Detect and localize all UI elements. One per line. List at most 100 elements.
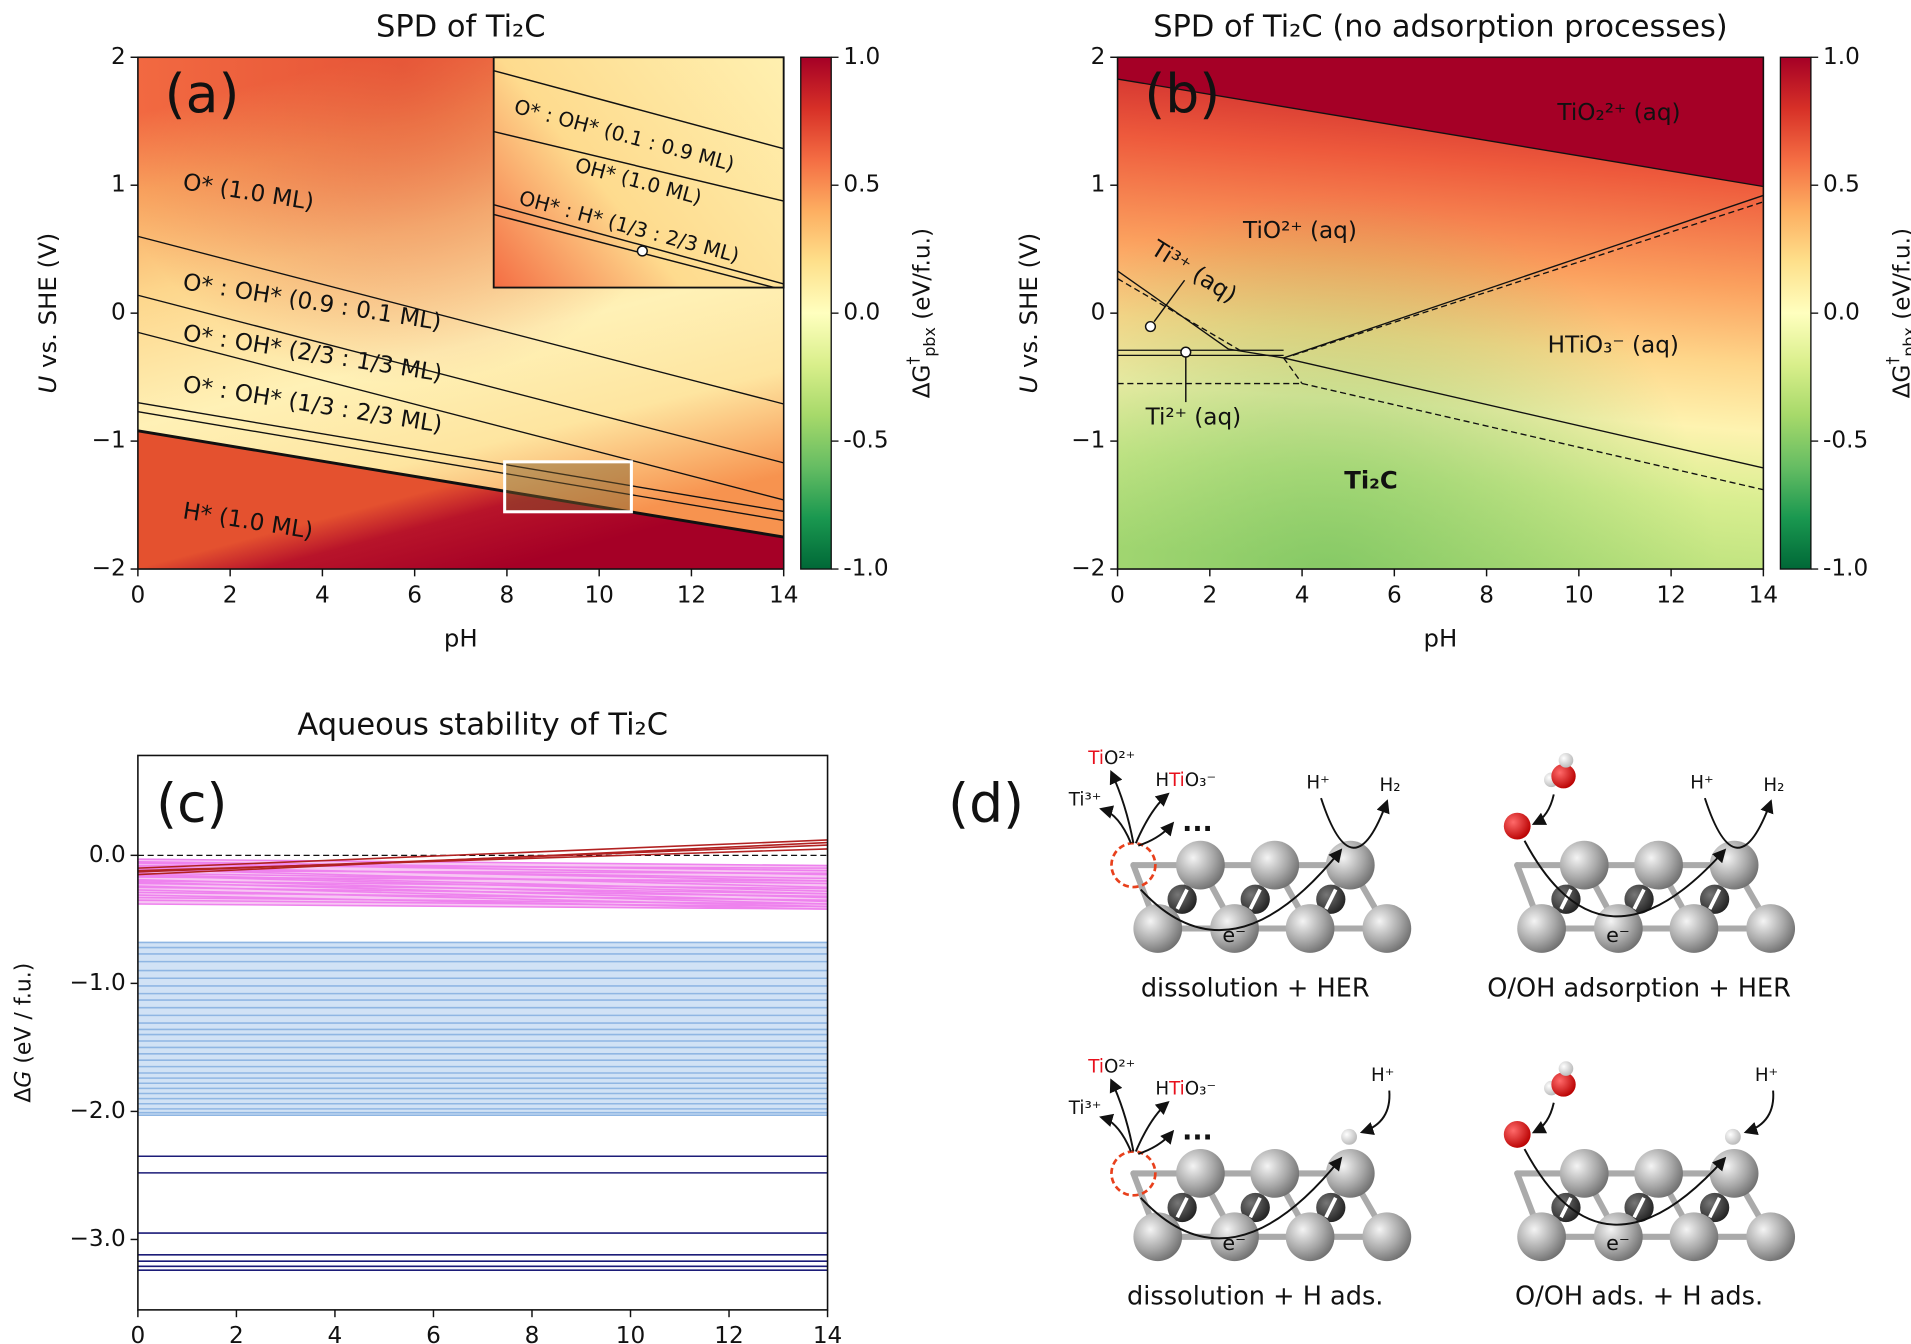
colorbar bbox=[1779, 56, 1812, 570]
stability-line bbox=[137, 839, 828, 869]
oxygen-atom bbox=[1503, 1121, 1531, 1148]
her-arrow bbox=[1320, 797, 1390, 849]
x-tick-label: 10 bbox=[1564, 582, 1593, 608]
metal-atom bbox=[1285, 1212, 1335, 1262]
x-tick-label: 12 bbox=[1656, 582, 1685, 608]
panel-c-axes: 0 2 4 6 8 10 12 14 −3.0 −2.0 −1.0 0.0 Aqueous stabil… bbox=[12, 708, 843, 1344]
x-tick-label: 10 bbox=[616, 1323, 645, 1344]
phase-boundary bbox=[1117, 278, 1243, 353]
metal-atom bbox=[1133, 1212, 1183, 1262]
region-label: TiO²⁺ (aq) bbox=[1242, 218, 1357, 244]
y-tick-label: 0 bbox=[1091, 300, 1106, 326]
pointer-dot bbox=[1144, 320, 1157, 333]
species-label: TiO²⁺ bbox=[1087, 1056, 1135, 1077]
inset-line bbox=[493, 69, 784, 150]
metal-atom bbox=[1634, 1149, 1683, 1198]
carbon-stripe bbox=[1708, 1196, 1722, 1219]
chart-title: SPD of Ti₂C (no adsorption processes) bbox=[1153, 10, 1728, 45]
y-tick-label: −2 bbox=[92, 556, 126, 582]
carbon-stripe bbox=[1175, 888, 1189, 910]
dissolution-arrow bbox=[1099, 805, 1132, 844]
x-tick-label: 12 bbox=[714, 1323, 743, 1344]
species-label: Ti³⁺ bbox=[1068, 790, 1102, 811]
metal-atom bbox=[1133, 904, 1183, 953]
chart-title: Aqueous stability of Ti₂C bbox=[297, 708, 668, 743]
species-part: H bbox=[1155, 770, 1169, 791]
y-tick-label: −2 bbox=[1071, 556, 1105, 582]
x-tick-label: 6 bbox=[1387, 582, 1402, 608]
inset-line bbox=[493, 130, 784, 202]
species-part: Ti bbox=[1168, 1078, 1185, 1099]
phase-boundary bbox=[137, 411, 784, 522]
species-label: HTiO₃⁻ bbox=[1155, 770, 1216, 791]
metal-atom bbox=[1325, 1149, 1375, 1198]
stability-line bbox=[137, 894, 828, 910]
stability-line bbox=[137, 848, 828, 872]
metal-atom bbox=[1250, 840, 1300, 890]
x-tick-label: 12 bbox=[677, 582, 706, 608]
metal-atom bbox=[1669, 1212, 1719, 1262]
phase-boundary bbox=[1283, 357, 1303, 384]
electron-arrow bbox=[1523, 1148, 1727, 1226]
panel-b-background bbox=[1117, 57, 1764, 570]
metal-atom bbox=[1559, 840, 1609, 890]
carbon-stripe bbox=[1559, 888, 1573, 910]
colorbar-label-part: (eV/f.u.) bbox=[909, 228, 935, 327]
carbon-stripe bbox=[1324, 888, 1338, 910]
x-tick-label: 2 bbox=[1202, 582, 1217, 608]
x-tick-label: 2 bbox=[229, 1323, 244, 1344]
x-tick-label: 2 bbox=[223, 582, 238, 608]
colorbar bbox=[800, 56, 832, 570]
species-part: H bbox=[1155, 1078, 1169, 1099]
metal-atom bbox=[1517, 904, 1566, 953]
x-tick-label: 4 bbox=[315, 582, 330, 608]
species-label: H⁺ bbox=[1306, 772, 1329, 793]
species-label: H⁺ bbox=[1690, 772, 1713, 793]
stability-line bbox=[137, 882, 828, 895]
panel-label: (d) bbox=[948, 771, 1024, 834]
inset-line bbox=[493, 204, 784, 285]
stability-line bbox=[137, 899, 828, 908]
metal-atom bbox=[1362, 1212, 1412, 1262]
y-tick-label: 1 bbox=[111, 172, 126, 198]
h-adsorption-arrow bbox=[1359, 1090, 1391, 1135]
panel-b-pointers bbox=[1144, 279, 1192, 403]
y-axis-label-part: U bbox=[1014, 376, 1043, 394]
carbon-stripe bbox=[1324, 1196, 1338, 1219]
chart-title: SPD of Ti₂C bbox=[376, 10, 545, 45]
plot-frame bbox=[137, 754, 829, 1311]
metal-atom bbox=[1634, 840, 1683, 890]
y-axis-label-part: vs. SHE (V) bbox=[33, 233, 62, 376]
region-fill bbox=[137, 430, 784, 570]
species-label: ... bbox=[1182, 1115, 1213, 1146]
x-tick-label: 0 bbox=[1110, 582, 1125, 608]
y-tick-label: 1 bbox=[1091, 172, 1106, 198]
y-axis-label: ΔG (eV / f.u.) bbox=[12, 963, 37, 1103]
phase-boundary bbox=[1117, 78, 1764, 188]
oxygen-atom bbox=[1503, 812, 1531, 840]
colorbar-label-part: † bbox=[902, 357, 921, 365]
x-tick-label: 10 bbox=[584, 582, 613, 608]
stability-line bbox=[137, 880, 828, 890]
species-part: O₃⁻ bbox=[1185, 1078, 1216, 1099]
species-label: H⁺ bbox=[1371, 1065, 1394, 1086]
y-tick-label: 0.0 bbox=[89, 842, 126, 868]
y-axis-label-part: Δ bbox=[12, 1088, 37, 1103]
stability-line bbox=[137, 903, 828, 910]
metal-atom bbox=[1176, 840, 1225, 890]
panel-label: (c) bbox=[156, 771, 227, 834]
species-part: Ti bbox=[1168, 770, 1185, 791]
metal-atom bbox=[1746, 904, 1796, 953]
stability-line bbox=[137, 889, 828, 908]
carbon-stripe bbox=[1708, 888, 1722, 910]
stability-line bbox=[137, 886, 828, 898]
region-fill bbox=[1117, 57, 1764, 187]
oxygen-atom bbox=[1551, 1072, 1576, 1097]
colorbar-tick-label: 0.0 bbox=[1823, 300, 1860, 326]
scene-caption: O/OH adsorption + HER bbox=[1487, 973, 1791, 1003]
pointer-line bbox=[1153, 279, 1186, 323]
x-tick-label: 8 bbox=[1479, 582, 1494, 608]
phase-boundary bbox=[1283, 194, 1764, 359]
hydrogen-atom bbox=[1724, 1128, 1741, 1145]
